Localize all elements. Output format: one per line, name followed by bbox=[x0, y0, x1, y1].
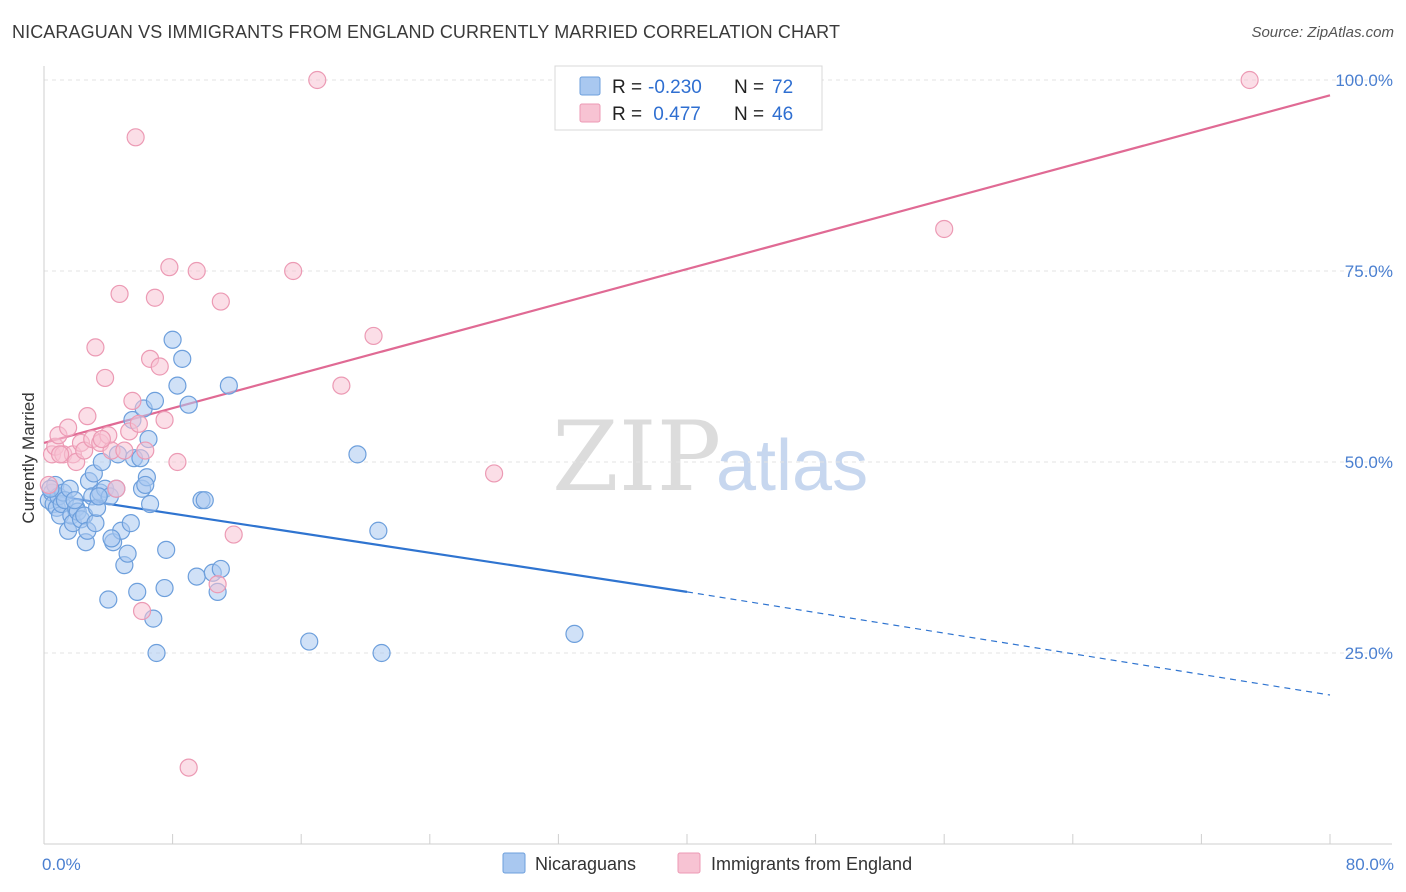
bottom-legend-swatch-nicaraguans bbox=[502, 852, 526, 874]
nicaraguan-point bbox=[372, 643, 391, 663]
england-point bbox=[123, 391, 142, 410]
england-point bbox=[150, 357, 169, 376]
england-trend-line bbox=[43, 94, 1331, 444]
x-tick-label: 80.0% bbox=[1346, 855, 1394, 874]
nicaraguan-point bbox=[163, 330, 182, 349]
england-point bbox=[115, 441, 134, 460]
nicaraguan-point bbox=[147, 643, 166, 663]
england-point bbox=[110, 284, 129, 304]
england-point bbox=[136, 441, 155, 460]
trend-lines bbox=[43, 94, 1331, 696]
england-point bbox=[155, 410, 174, 430]
nicaraguan-point bbox=[65, 491, 84, 510]
nicaraguan-point bbox=[128, 582, 147, 601]
nicaraguan-point bbox=[121, 514, 140, 533]
nicaraguan-point bbox=[348, 445, 367, 464]
nicaraguan-point bbox=[102, 529, 121, 548]
nicaraguan-point bbox=[369, 521, 388, 540]
bottom-legend-england: Immigrants from England bbox=[711, 854, 912, 874]
nicaraguan-point bbox=[211, 559, 230, 579]
england-point bbox=[126, 128, 145, 147]
nicaraguan-point bbox=[195, 491, 214, 510]
nicaraguan-point bbox=[89, 487, 108, 506]
nicaraguan-point bbox=[118, 544, 137, 563]
x-tick-label: 0.0% bbox=[42, 855, 81, 874]
y-axis-label: Currently Married bbox=[19, 392, 38, 523]
nicaraguan-point bbox=[157, 540, 176, 559]
legend-r-label-1: R = bbox=[612, 77, 642, 98]
legend-n-label-1: N = bbox=[734, 77, 764, 98]
nicaraguan-point bbox=[136, 475, 155, 495]
y-tick-label: 25.0% bbox=[1345, 644, 1393, 663]
chart-source: Source: ZipAtlas.com bbox=[1251, 24, 1394, 41]
nicaraguan-point bbox=[168, 376, 187, 395]
legend-n-value-1: 72 bbox=[772, 77, 793, 98]
legend-n-value-2: 46 bbox=[772, 104, 793, 125]
nicaraguan-trend-extension bbox=[686, 591, 1331, 696]
series-legend: Nicaraguans Immigrants from England bbox=[502, 852, 912, 874]
england-point bbox=[86, 338, 105, 357]
england-point bbox=[179, 758, 198, 777]
england-point bbox=[284, 261, 303, 281]
legend-swatch-nicaraguans bbox=[579, 76, 601, 96]
england-point bbox=[208, 575, 227, 594]
data-points bbox=[39, 70, 1259, 777]
england-point bbox=[129, 414, 148, 433]
watermark-zip: ZIP bbox=[552, 401, 721, 513]
bottom-legend-swatch-england bbox=[677, 852, 701, 874]
england-point bbox=[50, 445, 70, 464]
legend-swatch-england bbox=[579, 103, 601, 123]
y-tick-label: 100.0% bbox=[1335, 71, 1393, 90]
england-point bbox=[92, 429, 111, 449]
chart-title: NICARAGUAN VS IMMIGRANTS FROM ENGLAND CU… bbox=[12, 22, 841, 42]
nicaraguan-point bbox=[219, 376, 238, 395]
england-point bbox=[107, 479, 126, 498]
england-point bbox=[187, 261, 206, 281]
england-point bbox=[145, 288, 165, 307]
england-point bbox=[132, 601, 152, 621]
nicaraguan-point bbox=[173, 349, 192, 368]
legend-r-value-2: 0.477 bbox=[648, 104, 701, 125]
nicaraguan-point bbox=[565, 624, 584, 644]
england-point bbox=[39, 475, 58, 495]
watermark-atlas: atlas bbox=[716, 426, 868, 506]
england-point bbox=[59, 418, 78, 437]
england-point bbox=[160, 258, 179, 277]
nicaraguan-point bbox=[99, 590, 118, 609]
legend-n-label-2: N = bbox=[734, 104, 764, 125]
england-point bbox=[364, 326, 383, 346]
nicaraguan-point bbox=[179, 395, 198, 414]
england-point bbox=[211, 292, 230, 311]
grid-lines bbox=[44, 79, 1392, 654]
legend-r-label-2: R = bbox=[612, 104, 642, 125]
nicaraguan-point bbox=[155, 578, 174, 598]
correlation-legend: R = -0.230 N = 72 R = 0.477 N = 46 bbox=[554, 65, 823, 131]
nicaraguan-point bbox=[140, 494, 160, 514]
england-point bbox=[224, 525, 243, 544]
england-point bbox=[332, 376, 351, 395]
nicaraguan-point bbox=[86, 514, 105, 533]
england-point bbox=[308, 70, 327, 90]
legend-r-value-1: -0.230 bbox=[648, 77, 702, 98]
england-point bbox=[95, 368, 115, 388]
england-point bbox=[485, 464, 504, 483]
england-point bbox=[935, 219, 954, 239]
nicaraguan-point bbox=[145, 391, 165, 410]
y-tick-label: 50.0% bbox=[1345, 453, 1393, 472]
england-point bbox=[1240, 70, 1259, 90]
nicaraguan-point bbox=[300, 632, 319, 651]
x-tick-labels: 0.0% 80.0% bbox=[42, 855, 1394, 874]
y-tick-labels: 25.0% 50.0% 75.0% 100.0% bbox=[1335, 71, 1393, 663]
bottom-legend-nicaraguans: Nicaraguans bbox=[535, 854, 636, 874]
england-point bbox=[78, 407, 97, 426]
y-tick-label: 75.0% bbox=[1345, 262, 1393, 281]
nicaraguan-point bbox=[187, 567, 206, 586]
england-point bbox=[168, 452, 187, 472]
